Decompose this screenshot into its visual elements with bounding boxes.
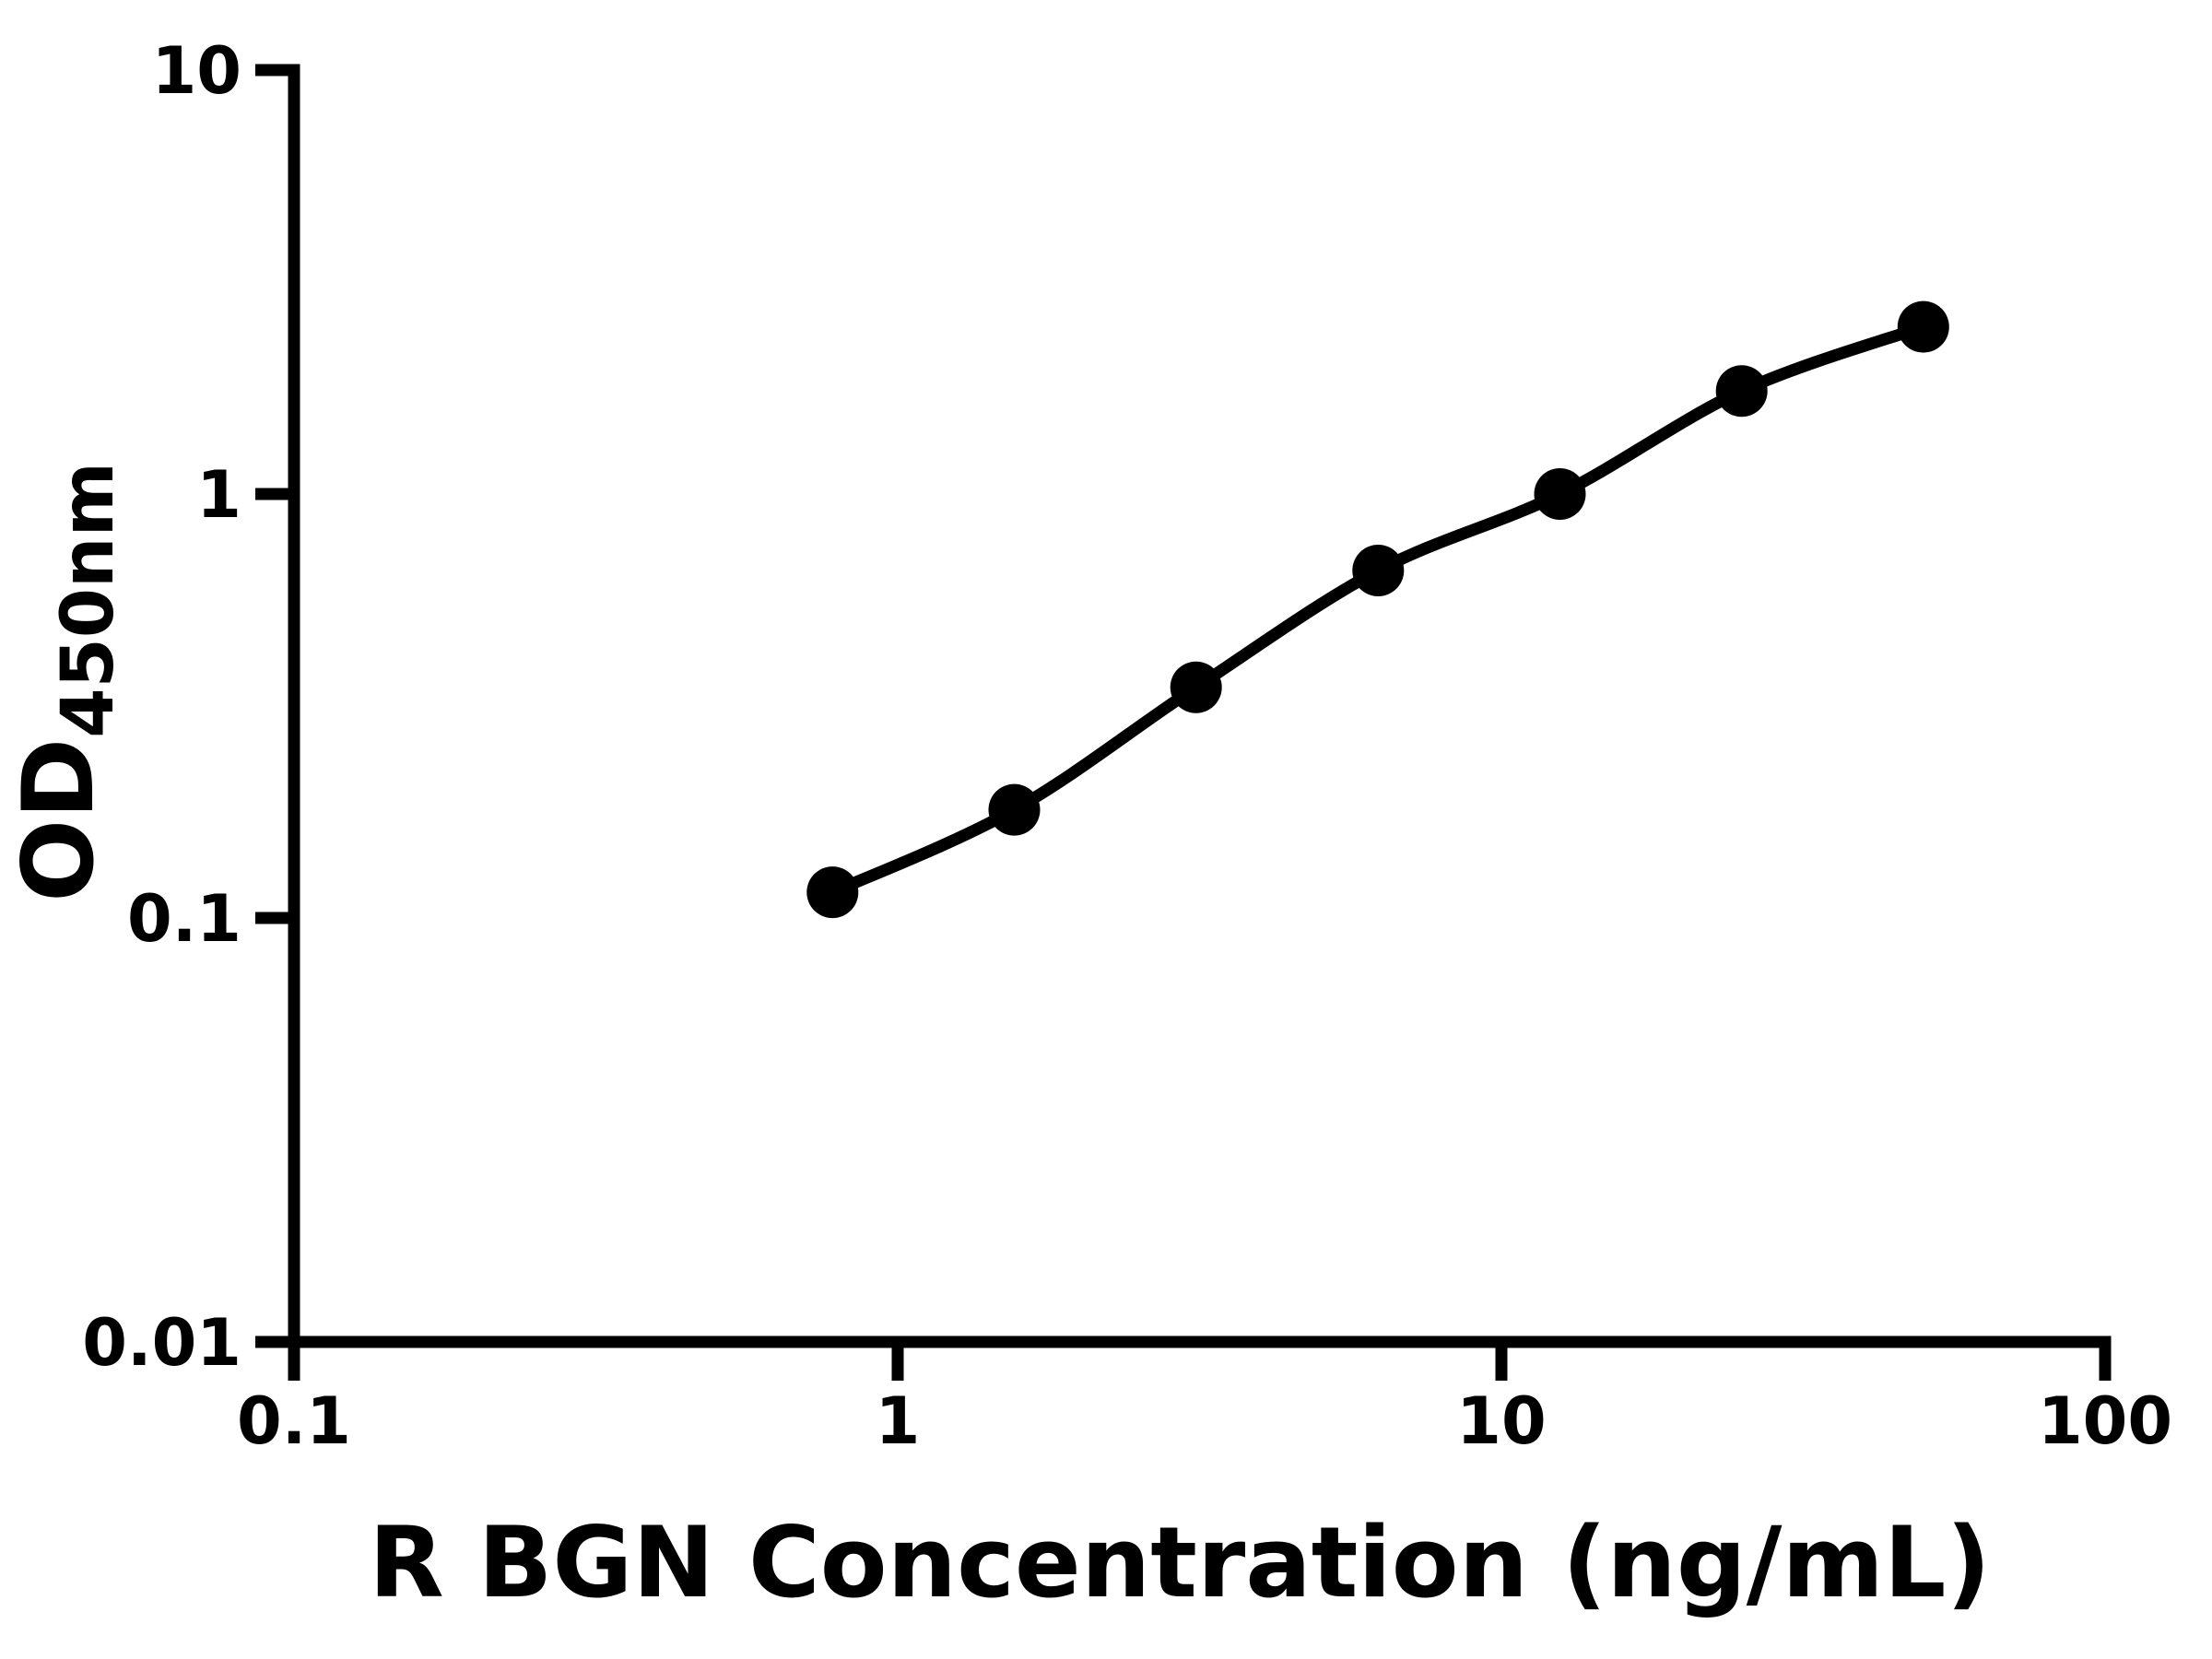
- y-tick-label: 10: [152, 33, 241, 109]
- data-point-marker: [988, 783, 1041, 836]
- x-tick-label: 100: [2038, 1383, 2172, 1459]
- data-point-marker: [1715, 365, 1768, 418]
- data-point-marker: [1170, 661, 1222, 713]
- axis-ticks: [255, 64, 2112, 1381]
- y-tick-label: 0.1: [127, 881, 241, 957]
- points-layer: [806, 300, 1949, 919]
- data-point-marker: [1534, 468, 1586, 520]
- y-axis-title-sub: 450nm: [47, 462, 130, 738]
- y-axis-title-main: OD: [2, 738, 115, 902]
- y-tick-label: 1: [196, 457, 241, 533]
- data-point-marker: [1897, 300, 1949, 353]
- data-point-marker: [806, 866, 859, 919]
- x-axis-title: R BGN Concentration (ng/mL): [369, 1506, 1991, 1619]
- data-point-marker: [1352, 545, 1405, 596]
- y-axis-title: OD450nm: [2, 462, 130, 902]
- y-tick-label: 0.01: [82, 1305, 241, 1381]
- x-tick-label: 1: [876, 1383, 921, 1459]
- x-tick-label: 0.1: [237, 1383, 351, 1459]
- x-tick-label: 10: [1456, 1383, 1546, 1459]
